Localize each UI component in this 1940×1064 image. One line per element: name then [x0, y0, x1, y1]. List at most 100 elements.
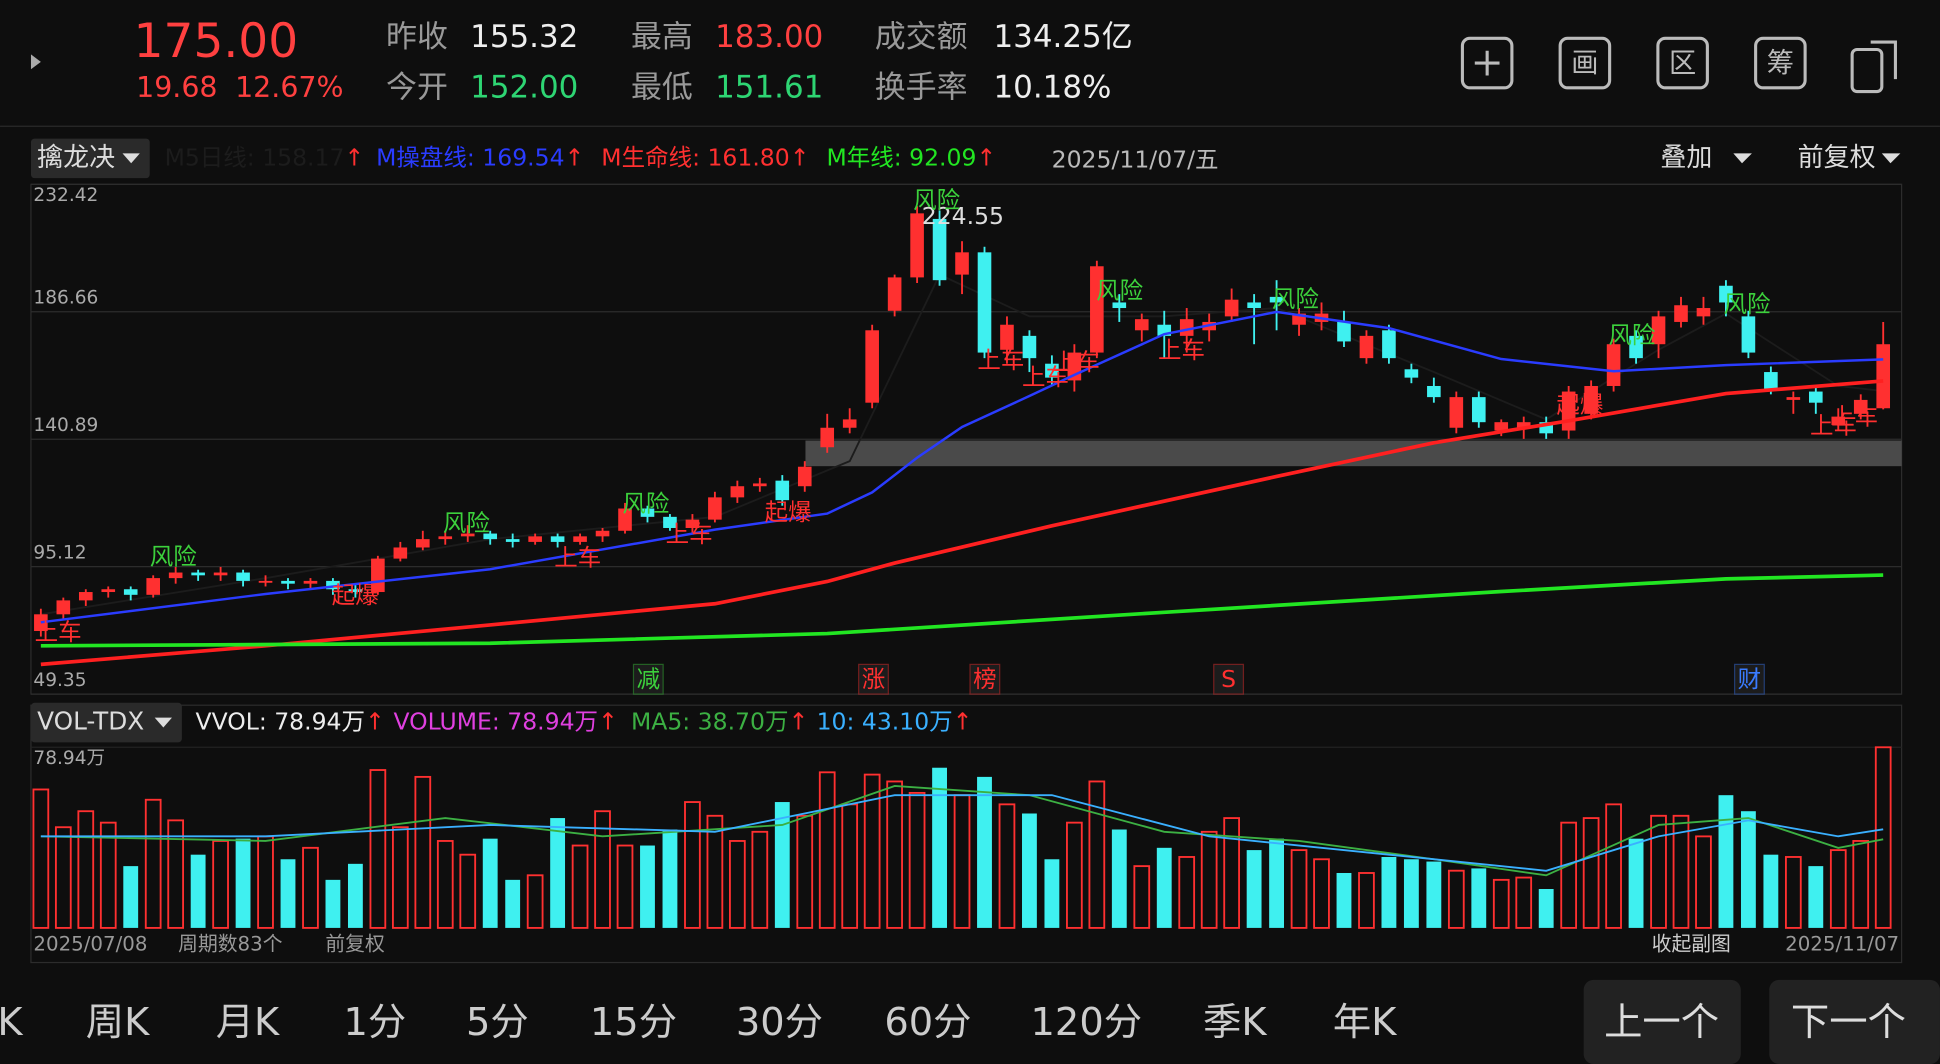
volume-bar — [526, 874, 544, 929]
volume-bar — [1650, 814, 1667, 929]
y-tick-label: 78.94万 — [33, 748, 105, 769]
signal-label: 风险 — [1608, 321, 1655, 349]
stat-label: 今开 — [386, 70, 448, 106]
period-tab[interactable]: 年K — [1333, 1000, 1397, 1045]
signal-label: 上车 — [1158, 336, 1205, 364]
candle-body — [1427, 385, 1441, 398]
overlay-select[interactable]: 叠加 — [1660, 143, 1712, 173]
stat-label: 昨收 — [386, 19, 448, 55]
candle-body — [1337, 321, 1351, 342]
candle-body — [528, 536, 542, 542]
candle-body — [213, 572, 228, 576]
period-tab[interactable]: 60分 — [884, 1000, 971, 1045]
signal-label: 风险 — [1096, 276, 1143, 304]
stat-value: 152.00 — [470, 70, 578, 106]
volume-bar — [1066, 821, 1083, 929]
draw-icon[interactable] — [1558, 36, 1612, 90]
next-button[interactable] — [1769, 979, 1940, 1064]
period-tab[interactable]: 1分 — [344, 1000, 407, 1045]
volume-bar — [212, 840, 229, 929]
ma-line — [40, 310, 1884, 624]
legend: M5日线: 158.17↑ M操盘线: 169.54↑ M生命线: 161.80… — [165, 143, 997, 171]
legend-item: VOLUME: 78.94万↑ — [393, 707, 617, 735]
candle-body — [393, 547, 408, 559]
event-marker-box — [858, 663, 889, 695]
signal-label: 风险 — [150, 542, 197, 570]
volume-bar — [1695, 835, 1712, 929]
candle-body — [416, 539, 430, 548]
volume-bar — [414, 775, 432, 929]
signal-label: 上车 — [977, 346, 1024, 374]
signal-label: 上车 — [1831, 403, 1878, 431]
signal-label: 风险 — [913, 186, 960, 214]
candle-body — [1247, 302, 1261, 309]
icon-label: 区 — [1669, 48, 1696, 79]
expand-arrow[interactable] — [30, 54, 41, 70]
period-tab[interactable]: 季K — [1203, 1000, 1267, 1045]
candle-body — [56, 600, 71, 615]
candle-body — [258, 580, 273, 583]
stat-value: 183.00 — [715, 19, 823, 55]
volume-bar — [1022, 813, 1037, 928]
period-count: 周期数83个 — [178, 933, 283, 956]
indicator-select[interactable] — [30, 138, 150, 179]
collapse-button[interactable]: 收起副图 — [1652, 933, 1731, 956]
candle-body — [640, 508, 655, 517]
volume-bar — [1492, 878, 1510, 929]
period-tab[interactable]: 月K — [216, 1000, 280, 1045]
period-tab[interactable]: 周K — [86, 1000, 150, 1045]
legend-item: 10: 43.10万↑ — [817, 707, 973, 735]
candle-body — [1134, 319, 1149, 331]
event-marker: S — [1221, 665, 1236, 693]
range-icon[interactable] — [1656, 36, 1709, 90]
volume-bar — [796, 814, 814, 929]
volume-bar — [1133, 865, 1151, 929]
volume-bar — [1628, 838, 1644, 928]
adjust-select[interactable]: 前复权 — [1798, 143, 1876, 173]
add-icon[interactable] — [1460, 36, 1514, 90]
volume-indicator-select[interactable] — [30, 702, 182, 743]
device-icon[interactable] — [1850, 47, 1884, 94]
candle-body — [775, 480, 790, 501]
candle-body — [326, 580, 340, 590]
event-marker: 减 — [637, 665, 661, 693]
volume-bar — [235, 838, 251, 928]
candle-body — [797, 466, 812, 487]
signal-label: 风险 — [443, 509, 490, 537]
legend-item: M操盘线: 169.54↑ — [376, 143, 584, 171]
volume-bar — [1381, 856, 1397, 928]
candle-body — [1651, 316, 1666, 345]
stat-value: 10.18% — [994, 70, 1112, 106]
signal-label: 起爆 — [1556, 390, 1603, 418]
y-tick-label: 95.12 — [33, 543, 86, 564]
change-pct: 12.67% — [235, 71, 343, 104]
period-tab[interactable]: K — [0, 1000, 23, 1045]
volume-bar — [908, 791, 926, 929]
candle-body — [281, 580, 295, 584]
volume-bar — [1852, 840, 1870, 929]
y-tick-label: 49.35 — [33, 670, 86, 691]
legend-item: MA5: 38.70万↑ — [631, 707, 808, 735]
ma-line — [40, 794, 1884, 872]
chip-icon[interactable] — [1754, 36, 1807, 90]
prev-button[interactable] — [1583, 979, 1741, 1064]
candle-body — [865, 330, 879, 403]
start-date: 2025/07/08 — [33, 933, 147, 956]
period-tab[interactable]: 120分 — [1031, 1000, 1143, 1045]
candle-body — [1449, 397, 1464, 428]
volume-bar — [436, 840, 454, 929]
period-tab[interactable]: 30分 — [736, 1000, 823, 1045]
candle-body — [573, 536, 587, 542]
period-tab[interactable]: 5分 — [466, 1000, 529, 1045]
ma-line — [40, 785, 1884, 877]
volume-bar — [998, 803, 1016, 929]
stat-label: 换手率 — [875, 70, 968, 106]
toolbar-labels: 画 区 筹 — [1571, 48, 1794, 79]
volume-bar — [1358, 872, 1375, 929]
candle-body — [1359, 335, 1374, 359]
period-tab[interactable]: 15分 — [590, 1000, 677, 1045]
volume-bar — [77, 810, 95, 929]
volume-bar — [1246, 850, 1262, 928]
y-tick-label: 140.89 — [33, 415, 98, 436]
